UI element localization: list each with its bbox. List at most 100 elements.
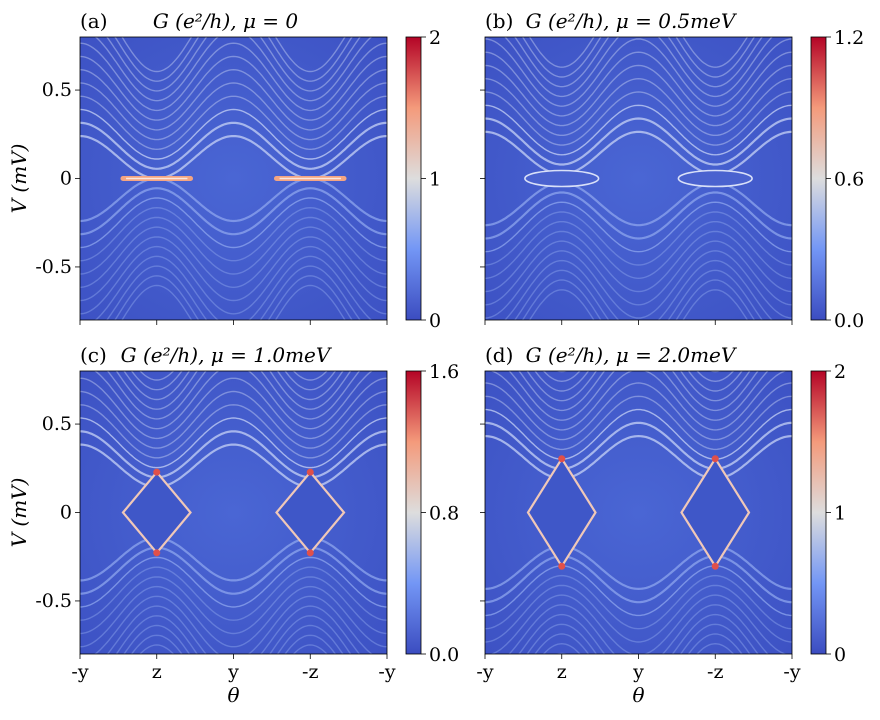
conductance-band — [514, 37, 763, 88]
peak-marker — [558, 455, 566, 463]
y-axis-label: V (mV) — [7, 144, 31, 214]
conductance-band — [80, 108, 387, 160]
panel-label: (d) — [485, 343, 513, 367]
peak-marker — [306, 549, 314, 557]
conductance-band — [514, 269, 763, 320]
x-tick-label: -z — [707, 661, 723, 683]
conductance-band — [80, 576, 387, 635]
conductance-band — [106, 37, 361, 92]
x-tick-label: y — [227, 661, 239, 683]
conductance-band — [106, 265, 361, 320]
conductance-band — [504, 37, 773, 98]
colorbar-tick-label: 0 — [834, 644, 846, 666]
panel-label: (c) — [80, 343, 107, 367]
panel-b: (b) G (e²/h), μ = 0.5meV 0.0 0.6 1.2 — [480, 9, 864, 332]
conductance-band — [485, 191, 792, 240]
conductance-band — [485, 104, 792, 156]
conductance-band — [80, 68, 387, 131]
conductance-band — [80, 566, 387, 621]
conductance-band — [115, 615, 352, 654]
conductance-band — [485, 240, 792, 306]
conductance-band — [485, 250, 792, 319]
heatmap-bands — [485, 371, 792, 654]
x-tick-label: z — [152, 661, 162, 683]
x-tick-label: y — [632, 661, 644, 683]
panel-title: G (e²/h), μ = 2.0meV — [526, 343, 738, 367]
conductance-band — [485, 584, 792, 643]
x-tick-label: z — [557, 661, 567, 683]
panel-title: G (e²/h), μ = 1.0meV — [121, 343, 333, 367]
conductance-band — [521, 279, 756, 320]
y-tick-label: 0.5 — [42, 79, 72, 101]
conductance-band — [489, 371, 788, 431]
conductance-band — [80, 206, 387, 262]
gap-lens — [677, 169, 753, 188]
conductance-band — [485, 382, 792, 441]
conductance-band — [94, 255, 373, 320]
x-tick-label: -y — [783, 661, 800, 683]
conductance-band — [80, 390, 387, 449]
conductance-band — [80, 417, 387, 469]
conductance-band — [93, 595, 373, 654]
conductance-band — [485, 117, 792, 166]
conductance-band — [121, 284, 346, 320]
conductance-band — [123, 624, 344, 654]
conductance-band — [518, 371, 759, 412]
colorbar-tick-label: 0.6 — [834, 169, 864, 191]
conductance-band — [534, 633, 743, 654]
conductance-band — [504, 259, 773, 320]
peak-marker — [153, 468, 161, 476]
x-tick-label: -z — [302, 661, 318, 683]
x-axis-label: θ — [632, 683, 644, 707]
panel-title: G (e²/h), μ = 0 — [153, 9, 299, 33]
colorbar-tick-label: 2 — [429, 27, 441, 49]
conductance-band — [80, 245, 387, 315]
conductance-band — [528, 37, 749, 68]
colorbar-tick-label: 0.0 — [429, 644, 459, 666]
colorbar-tick-label: 0.0 — [834, 310, 864, 332]
conductance-band — [80, 82, 387, 141]
colorbar — [405, 370, 422, 655]
conductance-band — [485, 545, 792, 591]
conductance-band — [93, 371, 373, 430]
conductance-band — [528, 289, 749, 320]
panel-label: (b) — [485, 9, 513, 33]
gap-diamond — [121, 470, 192, 555]
conductance-band — [485, 555, 792, 604]
y-tick-label: 0 — [60, 502, 72, 524]
y-tick-label: 0 — [60, 168, 72, 190]
conductance-band — [80, 55, 387, 121]
conductance-band — [508, 604, 769, 654]
conductance-band — [80, 404, 387, 459]
peak-marker — [306, 468, 314, 476]
conductance-band — [485, 421, 792, 470]
heatmap-bands — [80, 371, 387, 654]
conductance-band — [485, 51, 792, 117]
conductance-band — [80, 556, 387, 608]
conductance-band — [80, 197, 387, 249]
conductance-band — [526, 371, 751, 402]
conductance-band — [485, 201, 792, 253]
conductance-band — [80, 536, 387, 582]
conductance-band — [123, 371, 344, 401]
colorbar-tick-label: 0 — [429, 310, 441, 332]
peak-marker — [558, 562, 566, 570]
x-tick-label: -y — [476, 661, 493, 683]
panel-title: G (e²/h), μ = 0.5meV — [526, 9, 738, 33]
conductance-band — [80, 585, 387, 648]
conductance-band — [114, 275, 353, 320]
conductance-band — [80, 42, 387, 112]
conductance-band — [80, 377, 387, 440]
conductance-band — [485, 565, 792, 617]
colorbar-tick-label: 1.6 — [429, 361, 459, 383]
gap-diamond — [275, 470, 346, 555]
conductance-band — [485, 434, 792, 480]
gap-diamond — [526, 456, 597, 569]
conductance-band — [518, 613, 759, 654]
y-tick-label: -0.5 — [35, 256, 72, 278]
conductance-band — [485, 130, 792, 176]
conductance-band — [485, 230, 792, 293]
panel-a: 0.5 0 -0.5 (a) G (e²/h), μ = 0 V (mV) 0 1 2 — [7, 9, 441, 332]
colorbar — [810, 36, 827, 321]
y-tick-label: -0.5 — [35, 590, 72, 612]
